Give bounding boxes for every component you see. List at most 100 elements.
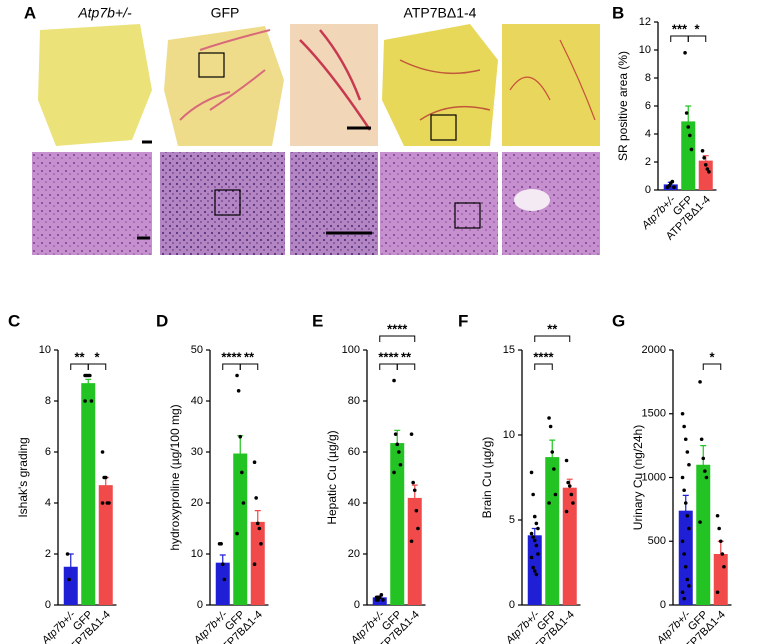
data-point — [397, 450, 401, 454]
significance-stars: **** — [378, 349, 399, 364]
data-point — [683, 501, 688, 505]
y-tick-label: 10 — [639, 44, 651, 56]
data-point — [529, 531, 534, 536]
y-tick-label: 2 — [645, 156, 651, 168]
data-point — [532, 569, 537, 573]
data-point — [219, 542, 223, 546]
data-point — [534, 572, 539, 577]
y-tick-label: 50 — [191, 344, 203, 356]
y-tick-label: 0 — [197, 599, 203, 611]
significance-stars: ** — [244, 349, 255, 364]
y-tick-label: 80 — [348, 395, 360, 407]
bar — [63, 566, 78, 605]
data-point — [220, 562, 225, 566]
data-point — [683, 51, 687, 55]
y-tick-label: 10 — [503, 429, 515, 441]
panel-letter: D — [156, 311, 168, 330]
data-point — [409, 539, 414, 544]
data-point — [531, 535, 535, 539]
bar — [372, 597, 387, 605]
significance-stars: ** — [547, 321, 558, 336]
data-point — [720, 552, 725, 556]
data-point — [685, 450, 690, 454]
significance-stars: **** — [387, 321, 408, 336]
panel-letter: A — [24, 3, 36, 22]
data-point — [553, 492, 558, 497]
significance-bracket — [222, 363, 241, 370]
data-point — [698, 380, 702, 384]
data-point — [683, 564, 688, 569]
data-point — [680, 539, 685, 544]
error-bar — [700, 445, 707, 484]
fibrosis-stain — [399, 59, 491, 121]
data-point — [682, 424, 686, 429]
fibrosis-stain — [299, 29, 372, 131]
data-point — [393, 432, 398, 436]
column-header: ATP7BΔ1-4 — [404, 5, 477, 21]
data-point — [667, 184, 671, 188]
data-point — [547, 501, 551, 505]
data-point — [571, 501, 575, 505]
y-tick-label: 40 — [348, 497, 360, 509]
data-point — [534, 543, 539, 548]
significance-stars: ** — [401, 349, 412, 364]
data-point — [688, 133, 692, 138]
significance-bracket — [702, 363, 722, 370]
bar — [81, 383, 96, 605]
data-point — [414, 508, 419, 513]
data-point — [379, 593, 384, 597]
data-point — [687, 462, 691, 467]
data-point — [395, 442, 400, 447]
y-tick-label: 100 — [342, 344, 360, 356]
data-point — [536, 552, 540, 556]
data-point — [702, 156, 706, 160]
data-point — [703, 469, 707, 473]
data-point — [700, 149, 705, 153]
data-point — [416, 526, 420, 531]
he-inset — [290, 152, 378, 255]
y-tick-label: 0 — [645, 184, 651, 196]
data-point — [381, 598, 385, 602]
data-point — [566, 480, 570, 485]
data-point — [531, 565, 535, 570]
data-point — [680, 475, 685, 480]
data-point — [680, 411, 685, 416]
data-point — [547, 416, 551, 420]
y-axis-label: SR positive area (%) — [616, 51, 630, 161]
data-point — [552, 467, 556, 471]
panel-letter: B — [612, 3, 624, 22]
significance-bracket — [70, 363, 89, 370]
data-point — [65, 552, 70, 556]
data-point — [100, 450, 105, 454]
significance-stars: * — [94, 349, 100, 364]
data-point — [241, 501, 246, 505]
bar — [681, 121, 696, 190]
data-point — [531, 492, 535, 497]
panel-letter: G — [612, 311, 625, 330]
error-bar — [85, 378, 92, 387]
data-point — [398, 462, 403, 467]
data-point — [707, 170, 711, 174]
inset-box — [214, 189, 241, 216]
significance-bracket — [379, 363, 398, 370]
y-tick-label: 20 — [348, 548, 360, 560]
y-axis-label: hydroxyproline (µg/100 mg) — [168, 404, 182, 550]
y-axis-label: Hepatic Cu (µg/g) — [325, 430, 339, 524]
y-tick-label: 500 — [648, 535, 666, 547]
he-image — [32, 152, 152, 255]
data-point — [689, 147, 694, 152]
error-bar — [682, 494, 689, 526]
data-point — [107, 501, 111, 505]
y-tick-label: 5 — [509, 514, 515, 526]
tissue-image — [382, 24, 498, 146]
data-point — [529, 555, 534, 560]
data-point — [686, 125, 691, 129]
column-header: GFP — [211, 5, 240, 21]
y-tick-label: 1000 — [642, 471, 666, 483]
y-tick-label: 6 — [45, 446, 51, 458]
data-point — [252, 460, 257, 465]
data-point — [532, 514, 537, 519]
tissue-image — [164, 26, 284, 146]
